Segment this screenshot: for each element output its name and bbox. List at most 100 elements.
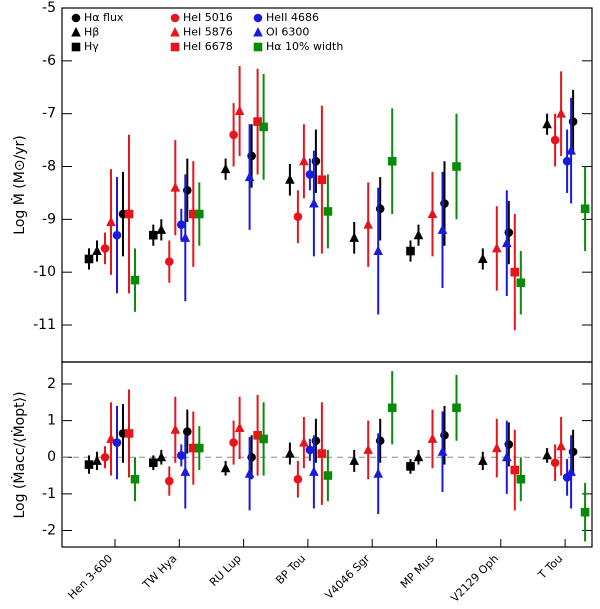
point — [149, 230, 158, 240]
legend-marker — [170, 27, 180, 37]
legend-label: Hβ — [84, 26, 99, 39]
legend-marker — [253, 13, 263, 23]
legend-label: OI 6300 — [266, 26, 309, 39]
point — [556, 108, 566, 118]
point — [375, 436, 385, 446]
point — [170, 182, 181, 192]
point — [229, 130, 238, 140]
legend-marker — [71, 27, 81, 37]
point — [195, 443, 204, 453]
point — [311, 436, 321, 446]
point — [92, 455, 102, 465]
point — [452, 403, 461, 413]
point — [437, 446, 448, 456]
point — [299, 437, 309, 447]
point — [112, 438, 122, 447]
point — [349, 455, 359, 465]
point — [124, 209, 134, 219]
y-tick-label: 0 — [47, 449, 56, 465]
point — [413, 451, 424, 462]
point — [440, 199, 449, 208]
point — [165, 257, 174, 266]
point — [156, 224, 167, 234]
point — [305, 170, 315, 179]
point — [566, 145, 576, 155]
legend-label: Hα 10% width — [266, 40, 343, 53]
y-tick-label: 1 — [47, 413, 56, 429]
point — [440, 430, 449, 440]
legend-label: Hγ — [84, 40, 99, 53]
point — [492, 442, 502, 453]
point — [247, 452, 256, 462]
point — [550, 458, 560, 468]
legend-label: HeI 5016 — [183, 11, 233, 24]
point — [504, 228, 514, 237]
point — [305, 445, 315, 455]
point — [156, 451, 167, 462]
point — [124, 429, 134, 438]
point — [323, 471, 333, 480]
point — [406, 462, 415, 471]
point — [387, 403, 397, 413]
point — [502, 451, 512, 462]
point — [170, 424, 181, 434]
point — [452, 162, 461, 171]
point — [234, 105, 245, 116]
legend-marker — [71, 13, 81, 23]
legend-label: Hα flux — [84, 11, 124, 24]
x-tick-label: V4046 Sgr — [323, 552, 373, 602]
point — [492, 242, 502, 253]
legend-label: HeII 4686 — [266, 11, 319, 24]
point — [84, 254, 94, 264]
point — [220, 462, 231, 473]
point — [510, 465, 520, 475]
point — [311, 156, 321, 166]
point — [229, 438, 238, 447]
point — [516, 474, 526, 484]
point — [516, 278, 526, 288]
point — [293, 474, 303, 484]
point — [502, 237, 512, 248]
y-tick-label: -6 — [42, 53, 56, 69]
y-tick-label: -5 — [42, 0, 56, 16]
x-tick-label: Hen 3-600 — [65, 552, 115, 602]
point — [317, 449, 327, 458]
point — [562, 156, 572, 166]
point — [363, 219, 373, 229]
point — [220, 163, 231, 174]
point — [580, 507, 590, 517]
point — [373, 468, 383, 478]
bottom-frame — [61, 361, 593, 548]
legend-marker — [253, 42, 263, 52]
point — [189, 443, 198, 453]
y-axis-label: Log Ṁ (M⊙/yr) — [10, 135, 28, 234]
point — [349, 232, 359, 242]
point — [285, 174, 295, 184]
point — [373, 245, 383, 256]
point — [504, 440, 514, 449]
point — [180, 466, 191, 476]
point — [556, 440, 566, 451]
point — [580, 204, 590, 214]
x-tick-label: RU Lup — [207, 552, 244, 589]
y-tick-label: -9 — [42, 211, 56, 227]
point — [510, 267, 520, 277]
point — [189, 209, 198, 219]
point — [542, 449, 552, 460]
point — [387, 156, 397, 166]
point — [309, 466, 319, 476]
point — [106, 216, 116, 226]
point — [568, 117, 578, 126]
point — [234, 422, 245, 432]
legend-label: HeI 5876 — [183, 26, 233, 39]
y-tick-label: 2 — [47, 376, 56, 392]
point — [177, 451, 186, 460]
y-axis-label: Log (Ṁacc/⟨Ṁopt⟩) — [10, 391, 28, 518]
x-tick-label: MP Mus — [398, 552, 437, 591]
point — [112, 230, 122, 240]
x-tick-label: TW Hya — [140, 552, 180, 592]
point — [542, 118, 552, 129]
point — [183, 427, 192, 436]
x-tick-label: T Tou — [535, 552, 565, 582]
